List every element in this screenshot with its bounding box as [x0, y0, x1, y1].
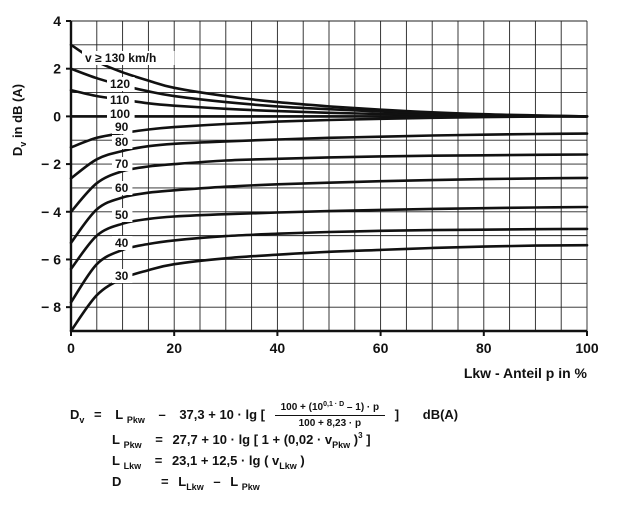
x-tick-label: 60 — [373, 340, 389, 356]
speed-label-backing — [82, 51, 175, 65]
series-line-70 — [69, 153, 589, 214]
formula-line-d: D = LLkw – L Pkw — [112, 474, 260, 492]
speed-label-backing — [112, 269, 133, 283]
formula-line-llkw: L Lkw = 23,1 + 12,5 · lg ( vLkw ) — [112, 453, 305, 471]
x-tick-label: 80 — [476, 340, 492, 356]
x-tick-label: 20 — [166, 340, 182, 356]
speed-label-backing — [107, 107, 135, 121]
formula-block: Dv = L Pkw – 37,3 + 10 · lg [ 100 + (100… — [0, 394, 628, 508]
formula-eq: = — [94, 406, 102, 422]
grid — [70, 20, 588, 332]
y-axis-title-sub: v — [18, 142, 28, 147]
y-tick-label: − 2 — [41, 156, 61, 172]
tick-labels: 420− 2− 4− 6− 80 20 40 60 80 100 — [41, 13, 599, 356]
svg-text:Dv in dB (A): Dv in dB (A) — [10, 84, 28, 156]
speed-label-backing — [112, 135, 133, 149]
speed-label: 120 — [110, 77, 130, 91]
formula-term: 37,3 + 10 · lg [ — [179, 406, 265, 422]
speed-label: 100 — [110, 107, 130, 121]
formula-lhs: Dv — [70, 406, 85, 425]
formula-lhs: L Pkw — [112, 432, 142, 450]
speed-label: 60 — [115, 181, 129, 195]
x-tick-label: 100 — [575, 340, 599, 356]
speed-label: 70 — [115, 157, 129, 171]
fraction-numerator: 100 + (100,1 · D – 1) · p — [274, 401, 386, 416]
speed-label: 50 — [115, 208, 129, 222]
speed-label-backing — [112, 181, 133, 195]
series-line-60 — [69, 176, 589, 245]
formula-line-lpkw: L Pkw = 27,7 + 10 · lg [ 1 + (0,02 · vPk… — [112, 431, 371, 450]
speed-label: 30 — [115, 269, 129, 283]
formula-line-dv: Dv = L Pkw – 37,3 + 10 · lg [ 100 + (100… — [70, 401, 459, 429]
formula-bracket-close: ] — [394, 406, 400, 422]
formula-term-lpkw: L Pkw — [115, 406, 145, 425]
speed-label-backing — [112, 120, 133, 134]
y-tick-label: 0 — [53, 108, 61, 124]
formula-lhs: D — [112, 474, 122, 489]
formula-unit: dB(A) — [422, 406, 459, 422]
speed-label-backing — [112, 208, 133, 222]
speed-label: 90 — [115, 120, 129, 134]
fraction-denominator: 100 + 8,23 · p — [298, 418, 362, 429]
series-line-80 — [69, 132, 589, 180]
formula-eq: = — [155, 432, 163, 447]
speed-label: 40 — [115, 236, 129, 250]
series-line-50 — [69, 205, 589, 271]
formula-lhs: L Lkw — [112, 453, 142, 471]
speed-label-backing — [112, 157, 133, 171]
formula-eq: = — [161, 474, 169, 489]
speed-label: v ≥ 130 km/h — [85, 51, 156, 65]
formula-body: 27,7 + 10 · lg [ 1 + (0,02 · vPkw )3 ] — [172, 431, 371, 450]
formula-eq: = — [154, 453, 163, 468]
y-tick-label: 4 — [53, 13, 61, 29]
formula-fraction: 100 + (100,1 · D – 1) · p 100 + 8,23 · p — [274, 401, 386, 429]
formula-minus: – — [158, 406, 166, 422]
x-tick-label: 0 — [67, 340, 75, 356]
speed-label-backing — [107, 93, 135, 107]
y-tick-label: 2 — [53, 61, 61, 77]
y-axis-title-main: D — [10, 147, 25, 156]
y-axis-title-rest: in dB (A) — [10, 84, 25, 142]
speed-label-backing — [107, 77, 135, 91]
formula-body: 23,1 + 12,5 · lg ( vLkw ) — [171, 453, 305, 471]
formula-body: LLkw – L Pkw — [178, 474, 260, 492]
y-tick-label: − 4 — [41, 204, 61, 220]
x-tick-label: 40 — [270, 340, 286, 356]
speed-label: 110 — [110, 93, 130, 107]
y-axis-title: Dv in dB (A) — [10, 84, 28, 156]
y-tick-label: − 6 — [41, 251, 61, 267]
speed-label-backing — [112, 236, 133, 250]
speed-label: 80 — [115, 135, 129, 149]
y-tick-label: − 8 — [41, 299, 61, 315]
x-axis-title: Lkw - Anteil p in % — [464, 365, 588, 381]
axes — [66, 20, 588, 336]
chart: 420− 2− 4− 6− 80 20 40 60 80 100 v ≥ 130 km/h… — [10, 13, 599, 381]
